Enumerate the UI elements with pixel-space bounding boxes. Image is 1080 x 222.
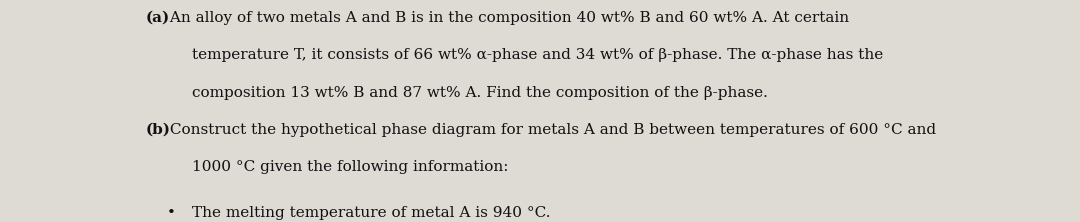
Text: temperature T, it consists of 66 wt% α-phase and 34 wt% of β-phase. The α-phase : temperature T, it consists of 66 wt% α-p…	[192, 48, 883, 62]
Text: An alloy of two metals A and B is in the composition 40 wt% B and 60 wt% A. At c: An alloy of two metals A and B is in the…	[164, 11, 849, 25]
Text: 1000 °C given the following information:: 1000 °C given the following information:	[192, 160, 509, 174]
Text: composition 13 wt% B and 87 wt% A. Find the composition of the β-phase.: composition 13 wt% B and 87 wt% A. Find …	[192, 86, 768, 100]
Text: The melting temperature of metal A is 940 °C.: The melting temperature of metal A is 94…	[192, 206, 551, 220]
Text: (a): (a)	[146, 11, 170, 25]
Text: (b): (b)	[146, 123, 171, 137]
Text: Construct the hypothetical phase diagram for metals A and B between temperatures: Construct the hypothetical phase diagram…	[164, 123, 935, 137]
Text: •: •	[167, 206, 176, 220]
